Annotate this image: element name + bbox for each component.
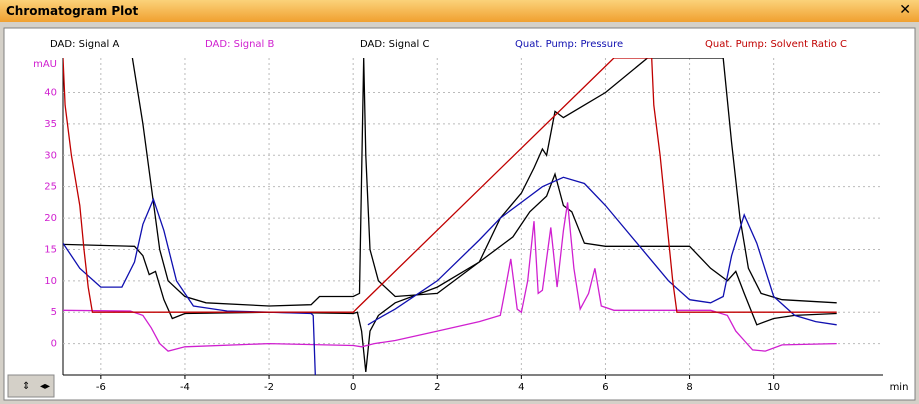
series-line (63, 176, 837, 375)
y-tick-label: 5 (51, 307, 57, 318)
x-axis-label: min (890, 382, 909, 393)
series-line (63, 58, 837, 313)
window-title: Chromatogram Plot (6, 4, 139, 18)
y-tick-label: 0 (51, 339, 57, 350)
x-tick-label: 10 (767, 382, 780, 393)
legend-entry: DAD: Signal C (360, 39, 430, 50)
y-tick-label: 35 (44, 119, 57, 130)
close-button[interactable]: ✕ (899, 2, 911, 18)
plot-lines (63, 58, 837, 375)
zoom-icon[interactable]: ⇕ (22, 381, 30, 392)
y-tick-label: 10 (44, 276, 57, 287)
y-tick-label: 30 (44, 150, 57, 161)
y-axis-label: mAU (33, 59, 57, 70)
x-tick-label: 2 (434, 382, 440, 393)
x-tick-label: 4 (518, 382, 524, 393)
title-bar: Chromatogram Plot ✕ (0, 0, 919, 22)
x-tick-label: 8 (686, 382, 692, 393)
y-tick-label: 15 (44, 244, 57, 255)
pan-icon[interactable]: ◂▸ (40, 381, 50, 392)
x-tick-label: 0 (350, 382, 356, 393)
x-tick-label: 6 (602, 382, 608, 393)
x-tick-label: -4 (180, 382, 190, 393)
y-tick-label: 20 (44, 213, 57, 224)
scroll-buttons[interactable] (7, 374, 55, 398)
chart: ⇕ ◂▸ 0 5 10 15 20 25 30 35 40 -6 -4 -2 0 2 4 6 8 10 mAU min… (3, 27, 916, 401)
legend-entry: DAD: Signal A (50, 39, 120, 50)
legend-entry: Quat. Pump: Pressure (515, 39, 623, 50)
plot-panel (3, 27, 916, 401)
x-tick-label: -2 (264, 382, 274, 393)
legend-entry: DAD: Signal B (205, 39, 275, 50)
legend-entry: Quat. Pump: Solvent Ratio C (705, 39, 847, 50)
series-line (131, 58, 837, 307)
y-tick-label: 40 (44, 88, 57, 99)
x-tick-label: -6 (96, 382, 106, 393)
y-tick-label: 25 (44, 182, 57, 193)
